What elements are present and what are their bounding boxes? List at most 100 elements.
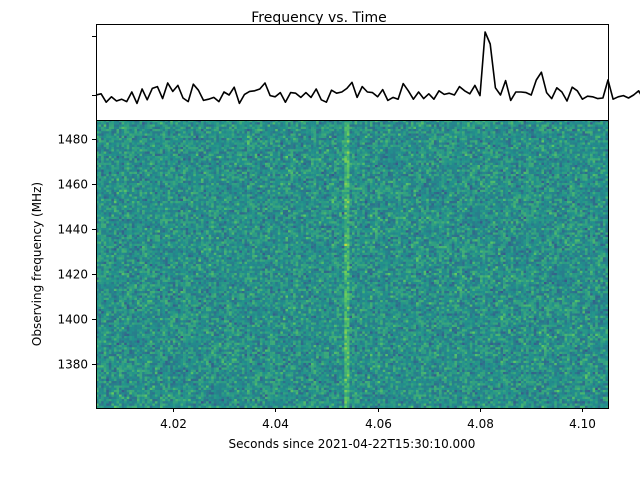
heatmap-cell (354, 120, 358, 123)
heatmap-cell (339, 169, 343, 173)
heatmap-cell (211, 120, 215, 123)
heatmap-cell (131, 156, 135, 159)
heatmap-cell (431, 162, 435, 166)
heatmap-cell (252, 142, 256, 146)
heatmap-cell (157, 167, 161, 170)
heatmap-cell (108, 133, 112, 137)
heatmap-cell (387, 140, 391, 143)
heatmap-cell (462, 169, 465, 173)
heatmap-cell (577, 133, 581, 137)
heatmap-cell (377, 142, 381, 146)
heatmap-cell (305, 151, 309, 155)
heatmap-cell (346, 162, 350, 166)
heatmap-cell (241, 126, 245, 130)
heatmap-cell (305, 153, 309, 157)
heatmap-cell (277, 138, 281, 141)
heatmap-cell (533, 144, 537, 148)
heatmap-cell (477, 158, 481, 161)
heatmap-cell (549, 129, 552, 132)
heatmap-cell (229, 142, 232, 146)
heatmap-cell (497, 162, 501, 166)
heatmap-cell (354, 171, 358, 175)
heatmap-cell (323, 162, 327, 166)
heatmap-cell (592, 133, 596, 137)
heatmap-cell (421, 129, 424, 132)
heatmap-cell (495, 162, 499, 166)
heatmap-cell (121, 126, 125, 130)
heatmap-cell (467, 142, 471, 146)
heatmap-cell (579, 144, 583, 148)
heatmap-cell (490, 133, 494, 137)
heatmap-cell (436, 165, 440, 168)
heatmap-cell (538, 144, 542, 148)
heatmap-cell (505, 156, 509, 159)
heatmap-cell (298, 162, 302, 166)
heatmap-cell (272, 140, 276, 143)
heatmap-cell (462, 151, 465, 155)
heatmap-cell (518, 122, 522, 125)
heatmap-cell (392, 171, 396, 175)
heatmap-cell (272, 126, 276, 130)
heatmap-cell (134, 126, 138, 130)
heatmap-cell (113, 174, 117, 177)
heatmap-cell (605, 122, 609, 125)
heatmap-cell (369, 158, 373, 161)
heatmap-cell (154, 122, 158, 125)
heatmap-cell (352, 149, 355, 152)
heatmap-cell (377, 120, 381, 123)
heatmap-cell (96, 144, 99, 148)
heatmap-cell (428, 165, 432, 168)
heatmap-cell (175, 171, 179, 175)
heatmap-cell (190, 160, 194, 164)
heatmap-cell (590, 171, 593, 175)
heatmap-cell (152, 144, 156, 148)
heatmap-cell (147, 169, 151, 173)
heatmap-cell (285, 144, 289, 148)
heatmap-cell (523, 174, 527, 177)
heatmap-cell (318, 151, 322, 155)
heatmap-cell (544, 120, 547, 123)
heatmap-cell (595, 165, 599, 168)
heatmap-cell (267, 160, 271, 164)
heatmap-cell (108, 124, 112, 128)
heatmap-cell (149, 169, 153, 173)
heatmap-cell (487, 158, 491, 161)
heatmap-cell (170, 162, 174, 166)
heatmap-cell (270, 133, 273, 137)
heatmap-cell (375, 171, 378, 175)
heatmap-cell (203, 144, 207, 148)
heatmap-cell (390, 147, 394, 150)
heatmap-cell (579, 149, 583, 152)
heatmap-cell (587, 129, 591, 132)
heatmap-cell (295, 153, 299, 157)
heatmap-cell (364, 120, 368, 123)
heatmap-cell (236, 162, 240, 166)
heatmap-cell (423, 131, 427, 134)
heatmap-cell (508, 122, 512, 125)
heatmap-cell (449, 156, 453, 159)
heatmap-cell (206, 169, 209, 173)
heatmap-cell (113, 171, 117, 175)
heatmap-cell (175, 122, 179, 125)
heatmap-cell (318, 142, 322, 146)
heatmap-cell (111, 149, 115, 152)
heatmap-cell (170, 142, 174, 146)
heatmap-cell (352, 126, 355, 130)
heatmap-cell (418, 120, 422, 123)
heatmap-cell (418, 156, 422, 159)
heatmap-cell (421, 162, 424, 166)
heatmap-cell (346, 122, 350, 125)
heatmap-cell (582, 147, 586, 150)
heatmap-cell (584, 138, 588, 141)
heatmap-cell (451, 133, 455, 137)
heatmap-cell (134, 158, 138, 161)
heatmap-cell (208, 133, 212, 137)
heatmap-cell (172, 153, 176, 157)
heatmap-cell (597, 135, 601, 139)
heatmap-cell (505, 160, 509, 164)
heatmap-cell (108, 126, 112, 130)
heatmap-cell (544, 122, 547, 125)
heatmap-cell (359, 171, 363, 175)
heatmap-cell (567, 160, 570, 164)
heatmap-cell (216, 165, 220, 168)
